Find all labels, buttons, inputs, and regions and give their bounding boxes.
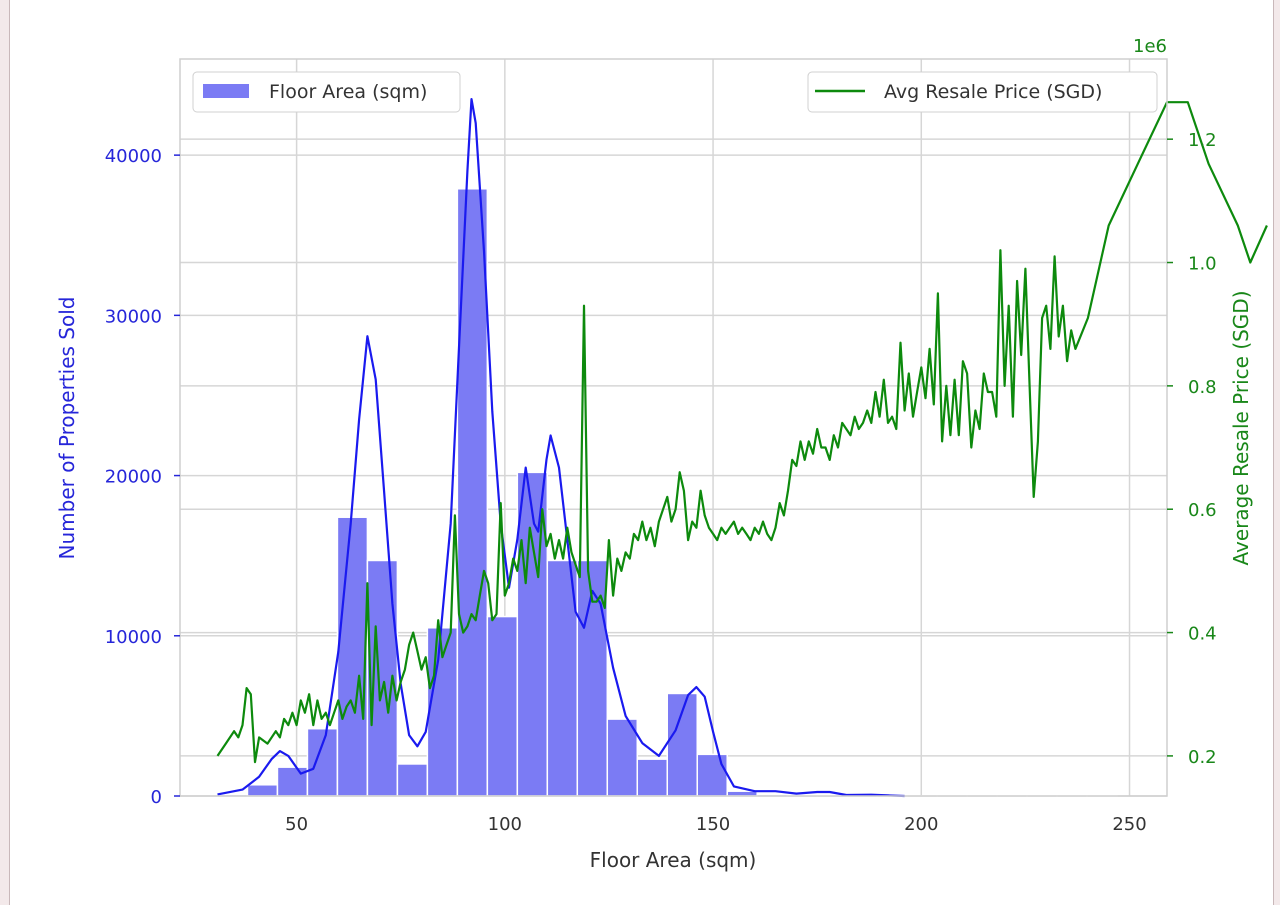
x-axis-label: Floor Area (sqm) bbox=[590, 848, 757, 872]
histogram-bar bbox=[247, 785, 277, 796]
histogram-bar bbox=[607, 719, 637, 796]
window-edge-right bbox=[1273, 0, 1280, 905]
y2-tick-label: 0.8 bbox=[1188, 377, 1217, 398]
histogram-bar bbox=[637, 759, 667, 796]
y2-tick-label: 1.0 bbox=[1188, 254, 1217, 275]
histogram-bar bbox=[277, 767, 307, 796]
legend-floor-area-swatch bbox=[203, 84, 249, 98]
legend-avg-price: Avg Resale Price (SGD) bbox=[808, 72, 1157, 112]
price-line bbox=[218, 102, 1267, 762]
y2-offset-text: 1e6 bbox=[1133, 36, 1167, 57]
gridlines bbox=[180, 59, 1167, 796]
legend-floor-area-label: Floor Area (sqm) bbox=[269, 81, 427, 103]
histogram-bar bbox=[337, 517, 367, 796]
y2-tick-label: 1.2 bbox=[1188, 130, 1217, 151]
x-tick-label: 50 bbox=[285, 814, 308, 835]
histogram-bar bbox=[487, 617, 517, 796]
tick-labels: 50 100 150 200 250 0 10000 20000 30000 40000 0.2 0.… bbox=[105, 130, 1217, 835]
histogram-bar bbox=[697, 754, 727, 796]
window-edge-left bbox=[0, 0, 10, 905]
x-tick-label: 250 bbox=[1112, 814, 1146, 835]
legend-floor-area: Floor Area (sqm) bbox=[193, 72, 460, 112]
y2-tick-label: 0.6 bbox=[1188, 500, 1217, 521]
y2-tick-label: 0.4 bbox=[1188, 624, 1217, 645]
legend-avg-price-label: Avg Resale Price (SGD) bbox=[884, 81, 1102, 103]
y-tick-label: 20000 bbox=[105, 467, 162, 488]
histogram-bar bbox=[397, 764, 427, 796]
y2-tick-label: 0.2 bbox=[1188, 747, 1217, 768]
y-tick-label: 10000 bbox=[105, 627, 162, 648]
x-tick-label: 150 bbox=[696, 814, 730, 835]
y-tick-label: 40000 bbox=[105, 146, 162, 167]
y-axis-label: Number of Properties Sold bbox=[55, 297, 79, 560]
y-tick-label: 30000 bbox=[105, 306, 162, 327]
x-tick-label: 200 bbox=[904, 814, 938, 835]
y-tick-label: 0 bbox=[151, 787, 162, 808]
x-tick-label: 100 bbox=[488, 814, 522, 835]
y2-axis-label: Average Resale Price (SGD) bbox=[1229, 290, 1253, 565]
price-layer bbox=[218, 102, 1267, 762]
plot-frame bbox=[180, 59, 1167, 796]
histogram-bar bbox=[307, 729, 337, 796]
